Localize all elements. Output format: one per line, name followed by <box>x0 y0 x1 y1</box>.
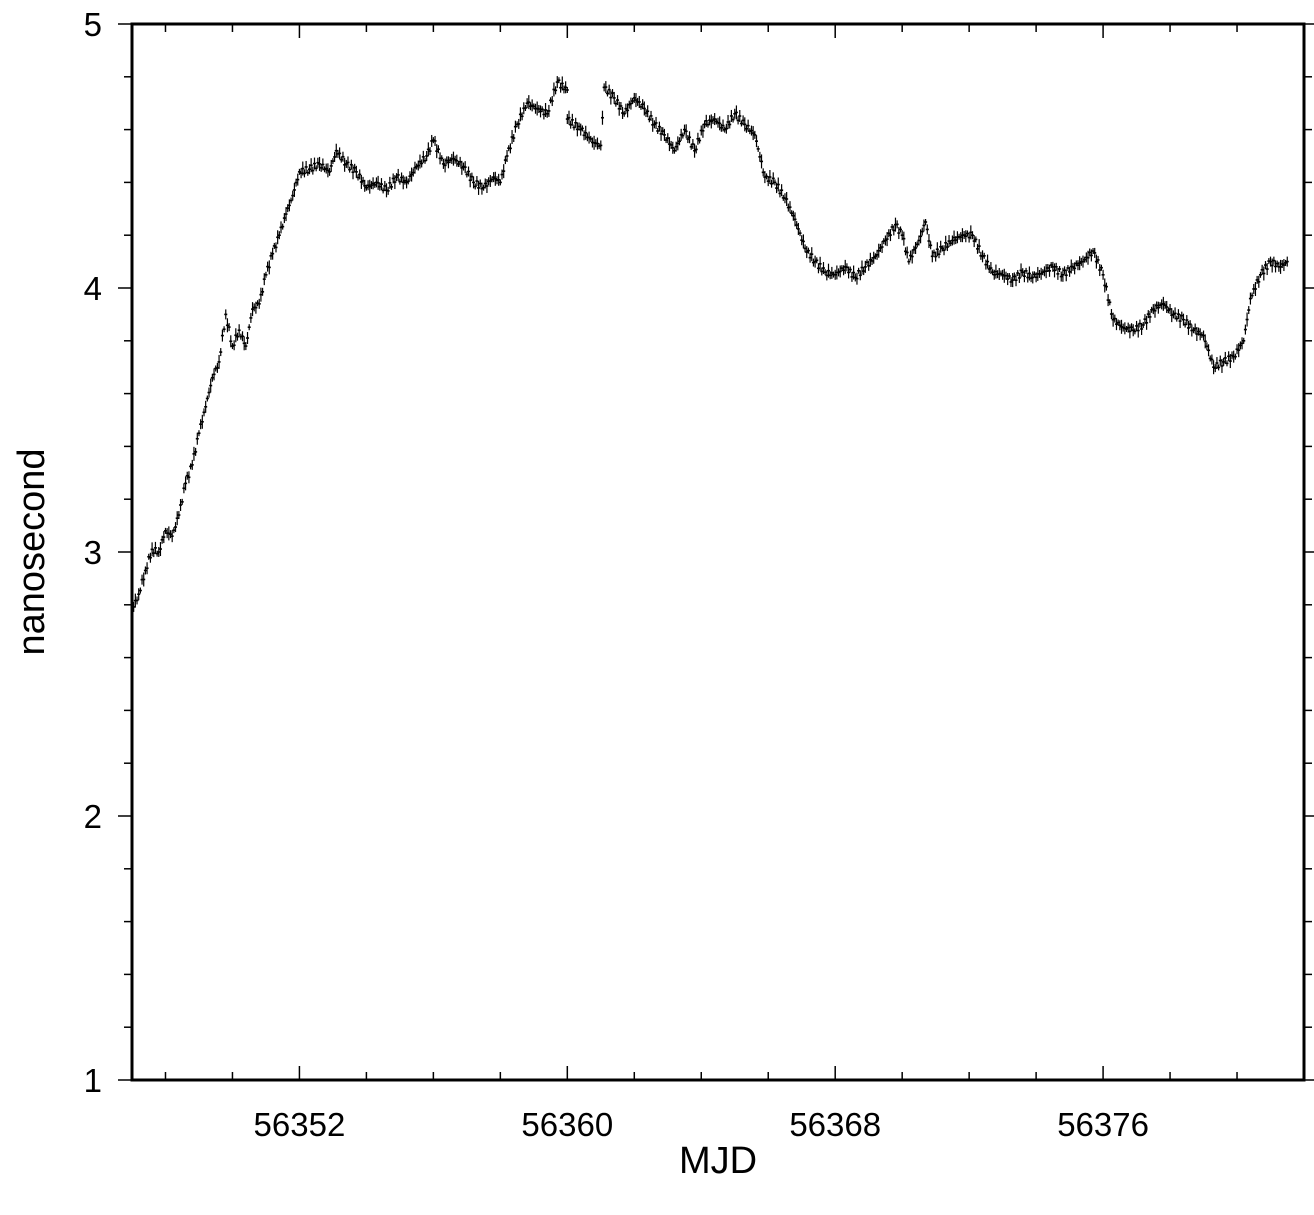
x-tick-labels: 56352 56360 56368 56376 <box>254 1106 1149 1143</box>
data-points <box>130 76 1289 614</box>
x-tick-label: 56376 <box>1057 1106 1149 1143</box>
y-tick-label: 1 <box>84 1062 102 1099</box>
y-axis-title: nanosecond <box>11 448 53 655</box>
y-tick-label: 5 <box>84 6 102 43</box>
x-tick-label: 56368 <box>789 1106 881 1143</box>
plot-frame <box>130 22 1306 1082</box>
y-tick-label: 2 <box>84 798 102 835</box>
y-tick-label: 4 <box>84 270 102 307</box>
x-tick-label: 56352 <box>254 1106 346 1143</box>
x-axis-title: MJD <box>679 1140 757 1182</box>
y-tick-label: 3 <box>84 534 102 571</box>
x-tick-label: 56360 <box>521 1106 613 1143</box>
y-tick-labels: 1 2 3 4 5 <box>84 6 102 1099</box>
axis-ticks <box>118 23 1314 1081</box>
